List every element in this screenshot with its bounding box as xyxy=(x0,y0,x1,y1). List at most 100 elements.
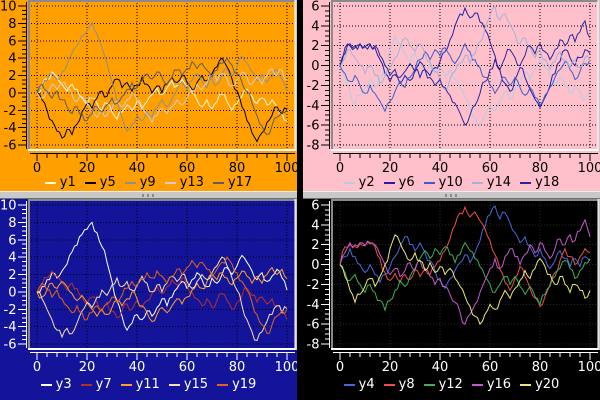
sash-handle-right[interactable] xyxy=(303,191,600,199)
legend-item: y9 xyxy=(124,175,156,190)
svg-text:6: 6 xyxy=(311,0,319,15)
svg-text:60: 60 xyxy=(179,161,196,176)
series-dash-icon xyxy=(40,383,52,386)
svg-text:4: 4 xyxy=(8,52,16,67)
svg-text:80: 80 xyxy=(229,360,246,375)
legend-label: y16 xyxy=(486,377,512,392)
svg-text:-8: -8 xyxy=(307,338,320,353)
legend-label: y14 xyxy=(486,175,512,190)
svg-text:0: 0 xyxy=(8,86,16,101)
legend-label: y5 xyxy=(99,175,116,190)
series-dash-icon xyxy=(520,181,532,184)
svg-text:100: 100 xyxy=(275,161,297,176)
column-divider xyxy=(297,0,303,191)
svg-text:-4: -4 xyxy=(307,298,320,313)
series-dash-icon xyxy=(120,383,132,386)
svg-text:20: 20 xyxy=(79,360,96,375)
svg-text:4: 4 xyxy=(311,218,319,233)
chart-panel-top-right: 6 4 2 0 -2 -4 -6 -8 0 20 40 60 80 100 y2 y6 y10 y14 y… xyxy=(303,0,600,191)
series-dash-icon xyxy=(343,181,355,184)
legend-item: y3 xyxy=(40,377,72,392)
svg-text:-8: -8 xyxy=(307,139,320,154)
legend-item: y5 xyxy=(84,175,116,190)
chart-panel-bottom-left: 10 8 6 4 2 0 -2 -4 -6 0 20 40 60 80 100 y3 y7 y11 y15 … xyxy=(0,199,297,400)
legend-item: y1 xyxy=(44,175,76,190)
svg-text:-6: -6 xyxy=(307,119,320,134)
series-dash-icon xyxy=(471,181,483,184)
series-dash-icon xyxy=(164,181,176,184)
legend-item: y12 xyxy=(423,377,463,392)
svg-text:10: 10 xyxy=(0,199,17,214)
svg-text:40: 40 xyxy=(129,161,146,176)
svg-text:10: 10 xyxy=(0,0,17,15)
legend-label: y8 xyxy=(398,377,415,392)
svg-text:4: 4 xyxy=(311,19,319,34)
svg-text:0: 0 xyxy=(33,360,41,375)
svg-text:4: 4 xyxy=(8,251,16,266)
legend-label: y7 xyxy=(95,377,112,392)
legend-item: y18 xyxy=(520,175,559,190)
svg-text:6: 6 xyxy=(311,199,319,214)
legend-label: y15 xyxy=(183,377,209,392)
svg-text:2: 2 xyxy=(8,268,16,283)
svg-text:6: 6 xyxy=(8,233,16,248)
legend-label: y4 xyxy=(358,377,375,392)
chart-panel-top-left: 10 8 6 4 2 0 -2 -4 -6 0 20 40 60 80 100 y1 y5 y9 y13 y… xyxy=(0,0,297,191)
svg-text:-2: -2 xyxy=(4,303,17,318)
series-dash-icon xyxy=(383,181,395,184)
series-dash-icon xyxy=(343,383,355,386)
svg-text:60: 60 xyxy=(179,360,196,375)
legend-bottom-right: y4 y8 y12 y16 y20 xyxy=(303,377,600,392)
svg-text:60: 60 xyxy=(482,360,499,375)
svg-text:40: 40 xyxy=(432,360,449,375)
svg-text:-6: -6 xyxy=(4,338,17,353)
legend-label: y11 xyxy=(135,377,160,392)
svg-text:2: 2 xyxy=(8,69,16,84)
svg-text:100: 100 xyxy=(578,161,600,176)
series-dash-icon xyxy=(383,383,395,386)
legend-label: y12 xyxy=(438,377,463,392)
legend-item: y15 xyxy=(168,377,209,392)
svg-text:100: 100 xyxy=(578,360,600,375)
svg-text:20: 20 xyxy=(382,161,399,176)
series-dash-icon xyxy=(80,383,92,386)
sash-handle-left[interactable] xyxy=(0,191,297,199)
svg-text:-6: -6 xyxy=(4,139,17,154)
sash-divider xyxy=(297,191,303,199)
chart-panel-bottom-right: 6 4 2 0 -2 -4 -6 -8 0 20 40 60 80 100 y4 y8 y12 y16 y… xyxy=(303,199,600,400)
series-dash-icon xyxy=(423,181,435,184)
legend-label: y18 xyxy=(535,175,560,190)
legend-label: y9 xyxy=(139,175,156,190)
svg-text:80: 80 xyxy=(532,161,549,176)
svg-text:80: 80 xyxy=(532,360,549,375)
legend-label: y10 xyxy=(438,175,463,190)
svg-text:0: 0 xyxy=(311,59,319,74)
legend-item: y19 xyxy=(217,377,256,392)
legend-item: y13 xyxy=(164,175,204,190)
svg-text:-2: -2 xyxy=(307,79,320,94)
legend-item: y8 xyxy=(383,377,415,392)
legend-label: y2 xyxy=(358,175,375,190)
sash-grip-icon xyxy=(141,194,156,197)
legend-item: y14 xyxy=(471,175,512,190)
svg-text:0: 0 xyxy=(8,285,16,300)
svg-text:2: 2 xyxy=(311,238,319,253)
svg-text:-4: -4 xyxy=(4,121,17,136)
svg-text:8: 8 xyxy=(8,216,16,231)
series-dash-icon xyxy=(84,181,96,184)
svg-text:40: 40 xyxy=(129,360,146,375)
series-dash-icon xyxy=(212,181,224,184)
series-dash-icon xyxy=(168,383,180,386)
series-dash-icon xyxy=(217,383,229,386)
svg-text:-4: -4 xyxy=(4,320,17,335)
legend-label: y1 xyxy=(59,175,76,190)
legend-label: y13 xyxy=(179,175,204,190)
svg-text:20: 20 xyxy=(79,161,96,176)
legend-bottom-left: y3 y7 y11 y15 y19 xyxy=(0,377,297,392)
series-dash-icon xyxy=(423,383,435,386)
